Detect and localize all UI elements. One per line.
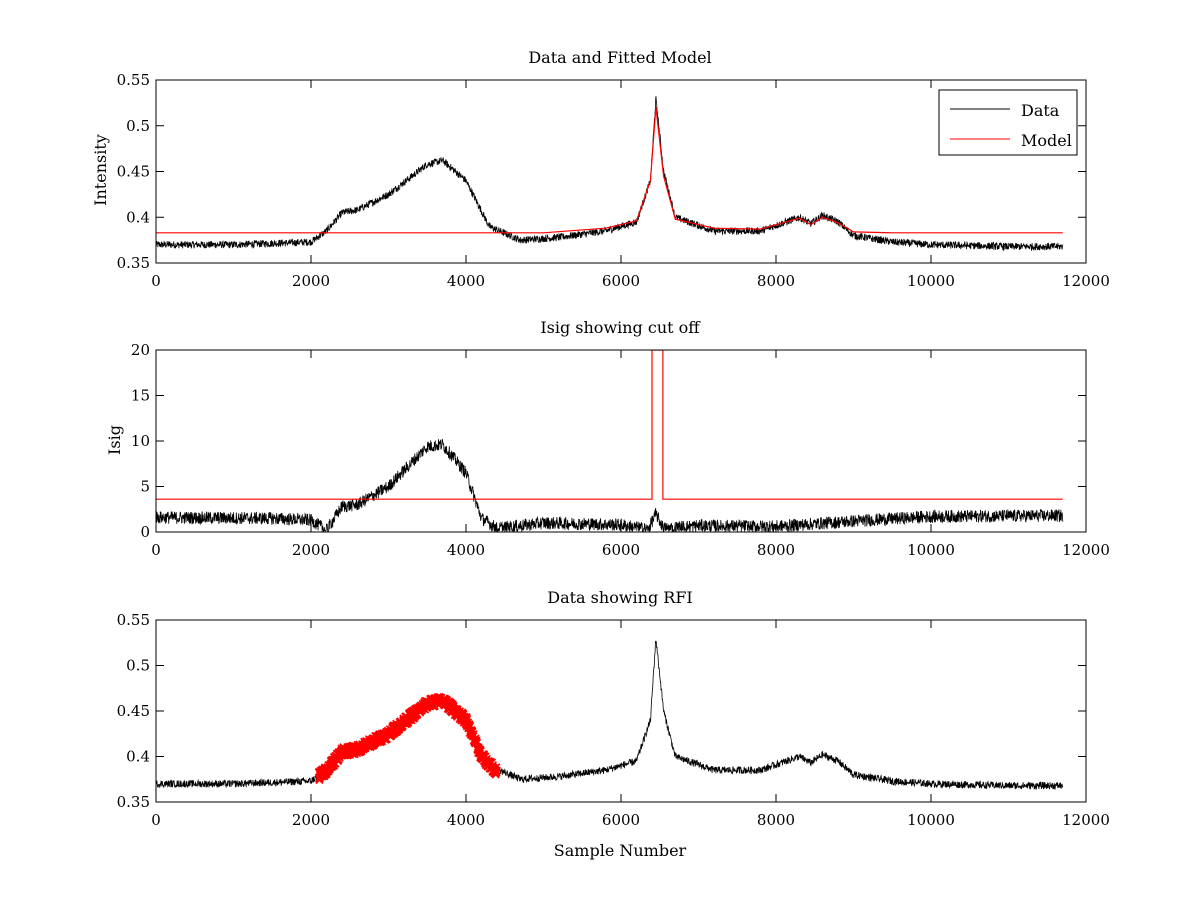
y-tick-label: 0 [140,523,150,541]
y-tick-label: 0.55 [117,611,150,629]
y-tick-label: 0.45 [117,702,150,720]
x-tick-label: 6000 [602,811,640,829]
panel-2-title: Isig showing cut off [540,318,701,337]
panel-3-series-2-markers [314,692,501,785]
x-tick-label: 0 [151,541,161,559]
panel-3-series-group [156,640,1064,791]
panel-1-ylabel: Intensity [91,134,110,206]
panel-3-series-1-line [156,640,1064,791]
y-tick-label: 0.4 [126,208,150,226]
panel-1-series-model-line [156,107,1063,234]
y-tick-label: 0.5 [126,657,150,675]
x-tick-label: 4000 [447,811,485,829]
x-tick-label: 4000 [447,541,485,559]
panel-1-series-data-line [156,96,1064,252]
panel-1-plot-area: 0 2000 4000 6000 8000 10000 12000 0.35 0.4 0.45 0.… [117,71,1110,290]
y-tick-label: 15 [131,387,150,405]
x-tick-label: 8000 [757,541,795,559]
legend-data-label: Data [1021,101,1060,120]
y-tick-label: 10 [131,432,150,450]
y-tick-label: 0.5 [126,117,150,135]
x-tick-label: 12000 [1062,811,1110,829]
y-tick-label: 0.4 [126,748,150,766]
legend-box [938,89,1078,156]
y-tick-label: 20 [131,341,150,359]
panel-1-series-group [156,96,1064,252]
y-tick-label: 0.45 [117,163,150,181]
x-tick-label: 0 [151,272,161,290]
x-tick-label: 2000 [292,811,330,829]
panel-data-showing-rfi: Data showing RFI Sample Number 0 2000 4000… [117,588,1110,860]
x-tick-label: 4000 [447,272,485,290]
x-tick-label: 12000 [1062,541,1110,559]
x-tick-label: 6000 [602,541,640,559]
panel-2-series-1-line [156,438,1064,532]
x-tick-label: 8000 [757,811,795,829]
panel-3-plot-area: 0 2000 4000 6000 8000 10000 12000 0.35 0.4 0.45 0.… [117,611,1110,829]
panel-1-legend: Data Model [938,89,1078,156]
y-tick-label: 0.35 [117,793,150,811]
y-tick-label: 5 [140,478,150,496]
y-tick-label: 0.35 [117,254,150,272]
x-tick-label: 10000 [907,811,955,829]
panel-1-title: Data and Fitted Model [528,48,711,67]
panel-2-plot-area: 0 2000 4000 6000 8000 10000 12000 0 5 10 15 20 [131,341,1110,559]
panel-2-series-group [156,350,1064,532]
x-tick-label: 12000 [1062,272,1110,290]
x-tick-label: 10000 [907,541,955,559]
x-tick-label: 0 [151,811,161,829]
panel-data-and-fitted-model: Data and Fitted Model Intensity 0 2000 400… [91,48,1110,290]
panel-3-title: Data showing RFI [547,588,692,607]
panel-3-xlabel: Sample Number [554,841,687,860]
x-tick-label: 6000 [602,272,640,290]
panel-2-ylabel: Isig [105,425,124,455]
panel-isig-showing-cut-off: Isig showing cut off Isig 0 2000 4000 6000 8… [105,318,1110,559]
legend-model-label: Model [1021,131,1072,150]
y-tick-label: 0.55 [117,71,150,89]
x-tick-label: 10000 [907,272,955,290]
x-tick-label: 8000 [757,272,795,290]
x-tick-label: 2000 [292,541,330,559]
panel-2-series-2-line [156,350,1063,500]
x-tick-label: 2000 [292,272,330,290]
